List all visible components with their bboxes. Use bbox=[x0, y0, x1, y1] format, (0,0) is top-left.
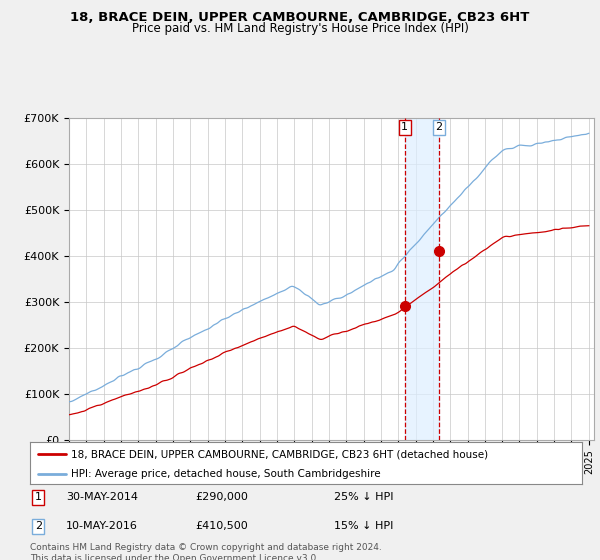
Text: 25% ↓ HPI: 25% ↓ HPI bbox=[334, 492, 393, 502]
Text: £410,500: £410,500 bbox=[196, 521, 248, 531]
Text: 15% ↓ HPI: 15% ↓ HPI bbox=[334, 521, 393, 531]
Text: 18, BRACE DEIN, UPPER CAMBOURNE, CAMBRIDGE, CB23 6HT (detached house): 18, BRACE DEIN, UPPER CAMBOURNE, CAMBRID… bbox=[71, 449, 488, 459]
Text: HPI: Average price, detached house, South Cambridgeshire: HPI: Average price, detached house, Sout… bbox=[71, 469, 381, 479]
Text: 10-MAY-2016: 10-MAY-2016 bbox=[66, 521, 138, 531]
Text: 18, BRACE DEIN, UPPER CAMBOURNE, CAMBRIDGE, CB23 6HT: 18, BRACE DEIN, UPPER CAMBOURNE, CAMBRID… bbox=[70, 11, 530, 24]
Text: 30-MAY-2014: 30-MAY-2014 bbox=[66, 492, 138, 502]
Text: Price paid vs. HM Land Registry's House Price Index (HPI): Price paid vs. HM Land Registry's House … bbox=[131, 22, 469, 35]
Text: Contains HM Land Registry data © Crown copyright and database right 2024.
This d: Contains HM Land Registry data © Crown c… bbox=[30, 543, 382, 560]
Text: 1: 1 bbox=[35, 492, 42, 502]
Text: 1: 1 bbox=[401, 123, 408, 132]
Bar bbox=[405, 118, 439, 440]
Text: 2: 2 bbox=[35, 521, 42, 531]
Text: 2: 2 bbox=[436, 123, 443, 132]
Text: £290,000: £290,000 bbox=[196, 492, 248, 502]
